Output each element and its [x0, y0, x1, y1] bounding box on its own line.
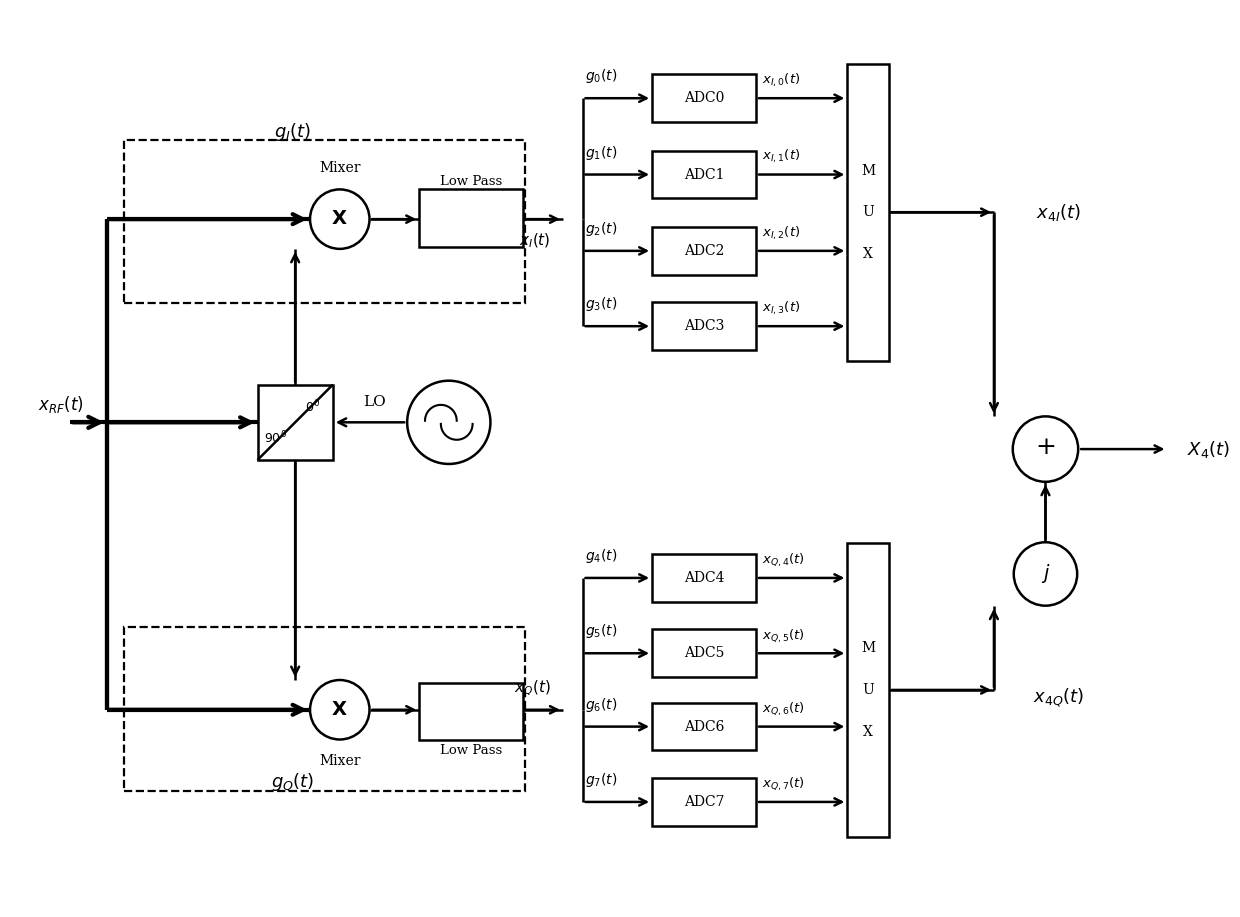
- Text: ADC7: ADC7: [683, 795, 724, 809]
- Text: $x_{I,0}(t)$: $x_{I,0}(t)$: [763, 72, 800, 89]
- Bar: [124, 627, 525, 791]
- Circle shape: [407, 381, 491, 464]
- Text: U: U: [862, 683, 874, 697]
- Bar: [652, 779, 756, 825]
- Text: $x_I(t)$: $x_I(t)$: [520, 232, 551, 250]
- Text: $g_6(t)$: $g_6(t)$: [584, 696, 618, 713]
- Text: X: X: [863, 247, 873, 260]
- Text: $g_4(t)$: $g_4(t)$: [584, 547, 618, 565]
- Bar: [652, 303, 756, 350]
- Text: $g_3(t)$: $g_3(t)$: [584, 295, 618, 314]
- Text: $x_{Q,6}(t)$: $x_{Q,6}(t)$: [763, 701, 805, 717]
- Text: ADC0: ADC0: [683, 91, 724, 105]
- Text: $x_{4I}(t)$: $x_{4I}(t)$: [1035, 202, 1081, 223]
- Text: $g_2(t)$: $g_2(t)$: [584, 220, 618, 238]
- Text: ADC6: ADC6: [683, 720, 724, 734]
- Bar: [124, 140, 525, 304]
- Text: $j$: $j$: [1040, 562, 1050, 585]
- Text: +: +: [1035, 436, 1056, 458]
- Text: $x_Q(t)$: $x_Q(t)$: [515, 679, 551, 698]
- Circle shape: [1014, 542, 1078, 606]
- Text: $x_{I,2}(t)$: $x_{I,2}(t)$: [763, 225, 800, 242]
- Text: X: X: [863, 724, 873, 738]
- Bar: [847, 63, 889, 361]
- Text: $x_{RF}(t)$: $x_{RF}(t)$: [38, 394, 84, 415]
- Text: M: M: [861, 163, 875, 178]
- Text: Mixer: Mixer: [319, 160, 361, 174]
- Text: Low Pass: Low Pass: [440, 175, 502, 188]
- Text: $g_Q(t)$: $g_Q(t)$: [270, 772, 314, 794]
- Text: ADC1: ADC1: [683, 168, 724, 182]
- Text: $g_1(t)$: $g_1(t)$: [584, 144, 618, 161]
- Bar: [258, 384, 332, 460]
- Text: $x_{Q,7}(t)$: $x_{Q,7}(t)$: [763, 776, 805, 792]
- Text: $g_I(t)$: $g_I(t)$: [274, 121, 311, 143]
- Text: $x_{4Q}(t)$: $x_{4Q}(t)$: [1033, 687, 1084, 709]
- Bar: [652, 554, 756, 602]
- Text: LO: LO: [363, 395, 387, 410]
- Bar: [419, 683, 523, 741]
- Text: $x_{Q,4}(t)$: $x_{Q,4}(t)$: [763, 552, 805, 569]
- Circle shape: [310, 680, 370, 739]
- Text: Low Pass: Low Pass: [440, 744, 502, 757]
- Bar: [419, 190, 523, 247]
- Circle shape: [310, 190, 370, 249]
- Text: $0^0$: $0^0$: [305, 399, 320, 415]
- Text: $90^0$: $90^0$: [264, 430, 288, 447]
- Bar: [847, 543, 889, 836]
- Text: $x_{I,1}(t)$: $x_{I,1}(t)$: [763, 148, 800, 165]
- Text: ADC5: ADC5: [683, 646, 724, 660]
- Bar: [652, 702, 756, 750]
- Text: $\mathbf{X}$: $\mathbf{X}$: [331, 210, 348, 228]
- Text: ADC2: ADC2: [683, 244, 724, 258]
- Bar: [652, 74, 756, 122]
- Text: U: U: [862, 205, 874, 219]
- Text: ADC4: ADC4: [683, 571, 724, 585]
- Text: $g_7(t)$: $g_7(t)$: [584, 771, 618, 790]
- Text: ADC3: ADC3: [683, 319, 724, 333]
- Text: $x_{I,3}(t)$: $x_{I,3}(t)$: [763, 300, 800, 317]
- Text: $\mathbf{X}$: $\mathbf{X}$: [331, 701, 348, 719]
- Bar: [652, 150, 756, 198]
- Text: $g_0(t)$: $g_0(t)$: [584, 68, 618, 85]
- Text: Mixer: Mixer: [319, 755, 361, 768]
- Text: $X_4(t)$: $X_4(t)$: [1187, 438, 1230, 459]
- Text: M: M: [861, 641, 875, 656]
- Circle shape: [1013, 416, 1079, 481]
- Bar: [652, 629, 756, 677]
- Bar: [652, 227, 756, 274]
- Text: $x_{Q,5}(t)$: $x_{Q,5}(t)$: [763, 627, 805, 644]
- Text: $g_5(t)$: $g_5(t)$: [584, 623, 618, 640]
